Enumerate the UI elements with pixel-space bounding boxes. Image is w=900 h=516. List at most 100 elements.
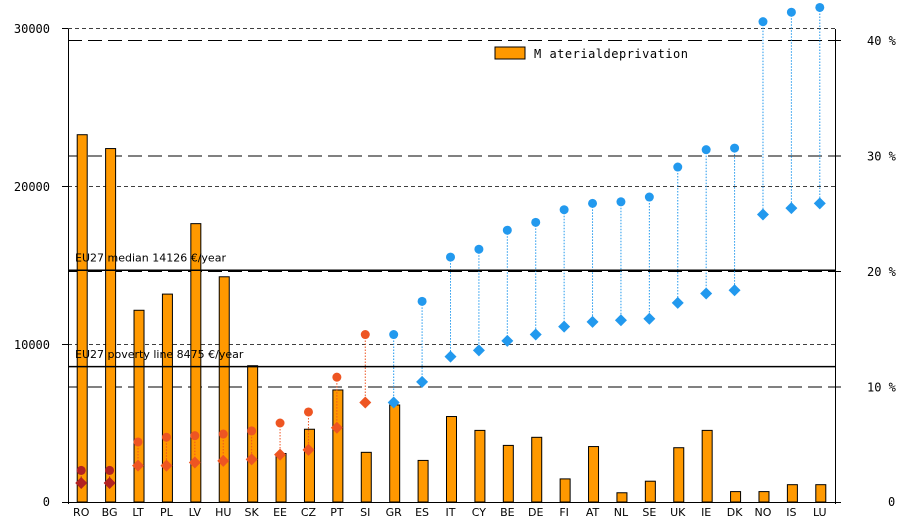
right-tick-label: 0 xyxy=(888,495,895,509)
range-low-point-NO xyxy=(756,208,769,221)
range-high-point-RO xyxy=(76,465,86,475)
category-label-NO: NO xyxy=(755,506,772,516)
category-label-ES: ES xyxy=(415,506,429,516)
range-low-point-ES xyxy=(416,375,429,388)
range-high-point-NO xyxy=(758,17,768,27)
range-high-point-IT xyxy=(446,252,455,262)
category-label-AT: AT xyxy=(586,506,600,516)
left-tick-label: 0 xyxy=(43,495,50,509)
bar-RO xyxy=(76,134,88,503)
category-label-SI: SI xyxy=(360,506,370,516)
category-label-HU: HU xyxy=(215,506,231,516)
bar-IS xyxy=(786,484,798,503)
tick-labels: 0 10000 20000 30000 0 10 % 20 % 30 % 40 % RO BG LT P… xyxy=(14,22,897,516)
bar-LV xyxy=(190,223,202,503)
category-label-IT: IT xyxy=(446,506,456,516)
range-high-point-NL xyxy=(616,197,626,207)
range-high-point-BE xyxy=(502,225,512,235)
range-high-point-FI xyxy=(559,205,569,215)
range-high-point-SE xyxy=(644,192,654,202)
range-low-point-IT xyxy=(444,350,457,363)
range-low-point-LU xyxy=(813,197,826,210)
range-low-point-HU xyxy=(217,454,230,467)
left-tick-label: 10000 xyxy=(14,338,50,352)
range-high-point-PT xyxy=(332,372,342,382)
range-low-point-FI xyxy=(558,320,571,333)
bar-CY xyxy=(474,429,486,503)
range-high-point-LV xyxy=(190,431,200,441)
category-label-SE: SE xyxy=(642,506,656,516)
bar-SE xyxy=(644,480,656,503)
range-low-point-RO xyxy=(75,477,88,490)
range-low-point-AT xyxy=(586,315,599,328)
range-low-point-IS xyxy=(785,202,798,215)
range-high-point-LU xyxy=(815,2,825,12)
left-tick-label: 20000 xyxy=(14,180,50,194)
range-low-point-CY xyxy=(472,344,485,357)
bar-IE xyxy=(701,429,713,503)
range-low-point-EE xyxy=(274,448,287,461)
category-label-SK: SK xyxy=(245,506,260,516)
bar-PT xyxy=(332,389,344,503)
range-high-point-SI xyxy=(360,330,370,340)
range-high-point-DE xyxy=(531,217,541,227)
category-label-CZ: CZ xyxy=(301,506,317,516)
bar-CZ xyxy=(303,428,315,503)
bar-PL xyxy=(161,293,173,503)
grid-lines xyxy=(68,28,835,388)
category-label-NL: NL xyxy=(614,506,629,516)
range-high-point-UK xyxy=(673,162,683,172)
category-label-LV: LV xyxy=(189,506,202,516)
range-low-point-PL xyxy=(160,459,173,472)
range-high-point-AT xyxy=(588,198,598,208)
category-label-BG: BG xyxy=(102,506,118,516)
legend: M aterialdeprivation xyxy=(494,46,688,61)
range-low-point-SE xyxy=(643,312,656,325)
range-low-point-NL xyxy=(614,314,627,327)
bar-UK xyxy=(673,447,685,503)
category-label-EE: EE xyxy=(273,506,287,516)
range-low-point-UK xyxy=(671,296,684,309)
range-low-point-IE xyxy=(700,287,713,300)
range-low-point-BG xyxy=(103,477,116,490)
range-low-point-PT xyxy=(330,421,343,434)
category-label-IS: IS xyxy=(786,506,796,516)
category-label-UK: UK xyxy=(670,506,686,516)
bar-NO xyxy=(758,491,770,503)
bar-ES xyxy=(417,459,429,503)
category-label-LU: LU xyxy=(813,506,827,516)
range-high-point-LT xyxy=(133,437,143,447)
category-label-RO: RO xyxy=(73,506,90,516)
bar-FI xyxy=(559,478,571,503)
range-high-point-CZ xyxy=(303,407,313,417)
right-tick-label: 20 % xyxy=(867,265,897,279)
category-label-DE: DE xyxy=(528,506,543,516)
range-high-point-EE xyxy=(275,418,285,428)
right-tick-label: 40 % xyxy=(867,34,897,48)
category-label-CY: CY xyxy=(472,506,486,516)
category-label-FI: FI xyxy=(559,506,569,516)
right-tick-label: 10 % xyxy=(867,381,897,395)
bar-SI xyxy=(360,451,372,503)
range-low-point-DE xyxy=(529,328,542,341)
bar-series xyxy=(76,134,827,503)
category-label-LT: LT xyxy=(132,506,144,516)
bar-HU xyxy=(218,276,230,503)
range-high-point-ES xyxy=(417,296,427,306)
bar-DK xyxy=(730,491,742,503)
bar-LU xyxy=(815,484,827,503)
bar-GR xyxy=(389,404,401,503)
bar-BG xyxy=(105,148,117,503)
right-tick-label: 30 % xyxy=(867,150,897,164)
range-high-point-CY xyxy=(474,244,484,254)
bar-AT xyxy=(588,446,600,503)
range-high-point-IS xyxy=(786,7,796,17)
range-low-point-GR xyxy=(387,396,400,409)
range-low-point-SK xyxy=(245,453,258,466)
range-low-point-SI xyxy=(359,396,372,409)
legend-swatch xyxy=(494,46,526,60)
range-series xyxy=(75,2,826,490)
range-low-point-BE xyxy=(501,334,514,347)
bar-BE xyxy=(502,444,514,503)
